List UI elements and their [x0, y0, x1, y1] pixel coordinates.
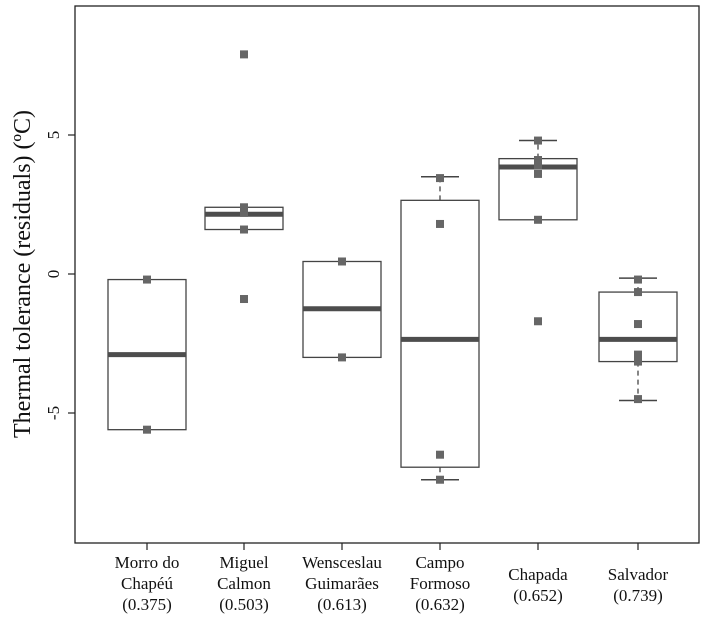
- data-point: [634, 275, 642, 284]
- data-point: [240, 208, 248, 217]
- x-category-label: (0.632): [415, 595, 465, 614]
- x-category-label: Formoso: [410, 574, 470, 593]
- x-category-label: (0.613): [317, 595, 367, 614]
- x-category-label: (0.739): [613, 586, 663, 605]
- x-axis: Morro do Chapéú (0.375) Miguel Calmon (0.503)…: [115, 543, 669, 614]
- data-point: [338, 353, 346, 362]
- data-point: [436, 475, 444, 484]
- data-point: [634, 320, 642, 329]
- x-category-label: Chapada: [508, 565, 568, 584]
- box-group: [302, 257, 382, 362]
- iqr-box: [400, 199, 480, 468]
- x-category-label: Morro do: [115, 553, 180, 572]
- data-point: [338, 257, 346, 266]
- data-point: [534, 317, 542, 326]
- data-point: [634, 357, 642, 366]
- data-point: [143, 275, 151, 284]
- plot-frame: [74, 5, 700, 544]
- data-point: [534, 136, 542, 145]
- x-category-label: Wensceslau: [302, 553, 382, 572]
- data-point: [240, 203, 248, 212]
- x-category-label: Guimarães: [305, 574, 379, 593]
- data-point: [240, 225, 248, 234]
- data-point: [436, 450, 444, 459]
- box-group: [598, 275, 678, 404]
- box-group: [498, 136, 578, 326]
- data-point: [534, 156, 542, 165]
- data-point: [634, 395, 642, 404]
- x-category-label: (0.503): [219, 595, 269, 614]
- data-point: [143, 425, 151, 434]
- y-axis: -5 0 5: [44, 131, 75, 420]
- box-group: [107, 275, 187, 434]
- y-tick-label: 0: [44, 270, 63, 279]
- box-series: [107, 50, 678, 484]
- x-category-label: Chapéú: [121, 574, 173, 593]
- x-category-label: Campo: [415, 553, 464, 572]
- data-point: [634, 350, 642, 359]
- x-category-label: (0.375): [122, 595, 172, 614]
- data-point: [240, 295, 248, 304]
- data-point: [534, 169, 542, 178]
- x-category-label: Miguel: [219, 553, 268, 572]
- data-point: [240, 50, 248, 59]
- x-category-label: Salvador: [608, 565, 669, 584]
- y-tick-label: 5: [44, 131, 63, 140]
- y-tick-label: -5: [44, 406, 63, 420]
- data-point: [634, 288, 642, 297]
- y-axis-title: Thermal tolerance (residuals) (ºC): [10, 110, 36, 438]
- x-category-label: Calmon: [217, 574, 271, 593]
- data-point: [534, 161, 542, 170]
- data-point: [436, 174, 444, 183]
- x-category-label: (0.652): [513, 586, 563, 605]
- data-point: [534, 215, 542, 224]
- data-point: [436, 219, 444, 228]
- box-group: [400, 174, 480, 484]
- box-group: [204, 50, 284, 304]
